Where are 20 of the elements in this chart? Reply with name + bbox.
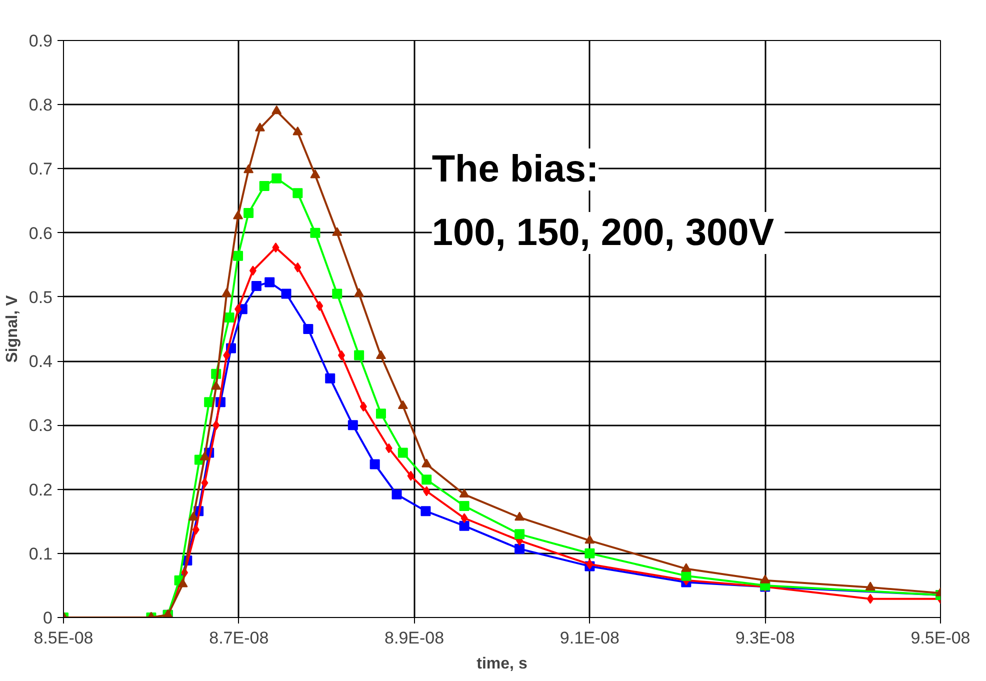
- y-tick-label: 0.2: [28, 480, 53, 500]
- y-tick-label: 0.3: [28, 416, 53, 436]
- x-tick-label: 8.5E-08: [34, 628, 94, 648]
- y-tick-label: 0.1: [28, 544, 53, 564]
- x-tick-label: 9.3E-08: [735, 628, 795, 648]
- annotation: The bias:: [432, 148, 599, 191]
- y-axis-title: Signal, V: [4, 294, 21, 363]
- x-tick-label: 8.7E-08: [209, 628, 269, 648]
- y-tick-label: 0.6: [28, 224, 53, 243]
- y-tick-label: 0.9: [28, 32, 53, 50]
- y-tick-label: 0.8: [28, 96, 53, 115]
- x-tick-label: 9.5E-08: [910, 628, 970, 648]
- annotation: 100, 150, 200, 300V: [432, 212, 775, 254]
- y-tick-label: 0: [43, 608, 53, 628]
- y-tick-label: 0.5: [28, 288, 53, 307]
- y-tick-label: 0.7: [28, 160, 53, 179]
- x-axis-title: time, s: [476, 656, 528, 672]
- y-tick-label: 0.4: [28, 352, 53, 372]
- x-tick-label: 9.1E-08: [560, 628, 620, 648]
- x-tick-label: 8.9E-08: [384, 628, 444, 648]
